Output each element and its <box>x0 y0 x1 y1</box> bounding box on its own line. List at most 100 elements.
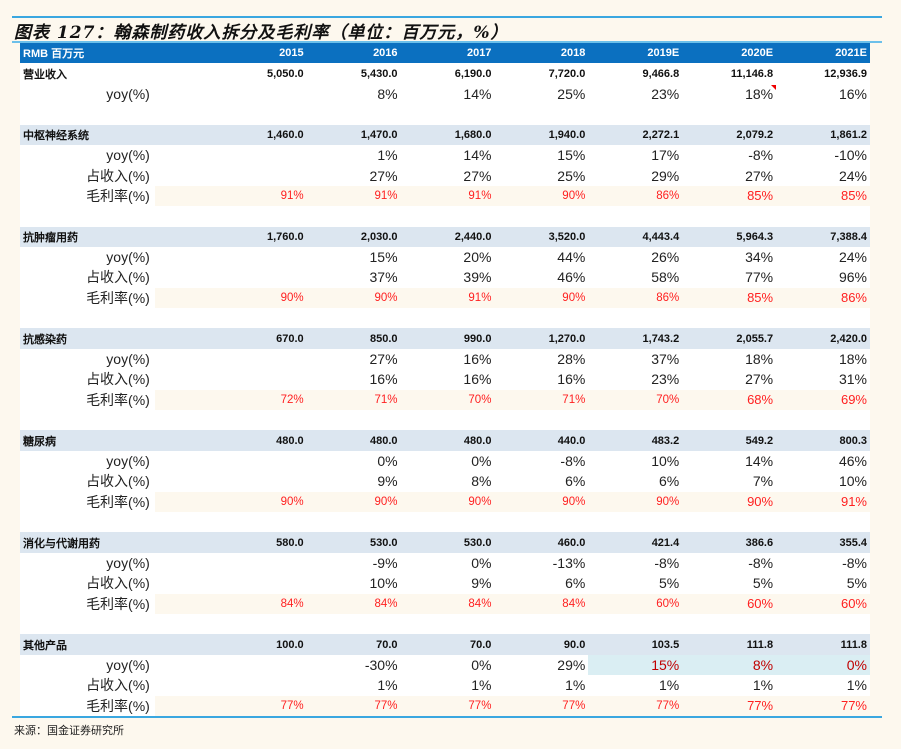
value-cell: 1,470.0 <box>360 128 398 141</box>
value-cell: 14% <box>463 147 492 164</box>
value-cell: 29% <box>557 656 586 673</box>
yoy-row: yoy(%) -30% 0% 29% 15% 8% 0% <box>20 654 870 676</box>
value-cell: 421.4 <box>651 536 680 549</box>
value-cell: 17% <box>651 147 680 164</box>
row-label: yoy(%) <box>106 453 150 469</box>
source-note: 来源：国金证券研究所 <box>14 725 124 737</box>
spacer-row <box>20 206 870 227</box>
row-label: 抗肿瘤用药 <box>23 231 78 244</box>
row-label: 糖尿病 <box>23 435 56 448</box>
value-cell: 800.3 <box>839 434 867 447</box>
row-label: 毛利率(%) <box>86 187 150 204</box>
value-cell: 990.0 <box>463 332 492 345</box>
value-cell: 549.2 <box>745 434 774 447</box>
value-cell: 84% <box>400 593 495 614</box>
value-cell: 27% <box>369 167 398 184</box>
value-cell: 27% <box>745 371 774 388</box>
value-cell <box>155 451 307 471</box>
value-cell: 7,388.4 <box>830 230 867 243</box>
row-label: yoy(%) <box>106 554 150 571</box>
value-cell: 12,936.9 <box>824 67 867 80</box>
value-cell: 6% <box>565 473 586 490</box>
value-cell: 2021E <box>835 47 867 60</box>
segment-row: 消化与代谢用药 580.0 530.0 530.0 460.0 421.4 386.6 355… <box>20 532 870 553</box>
row-label: 抗感染药 <box>23 333 67 346</box>
value-cell: 29% <box>651 167 680 184</box>
value-cell: 18% <box>838 351 867 368</box>
value-cell: 34% <box>745 249 774 266</box>
value-cell: 37% <box>369 269 398 286</box>
value-cell: 1% <box>471 677 492 694</box>
value-cell: 0% <box>377 453 398 469</box>
value-cell: 11,146.8 <box>730 67 774 80</box>
value-cell: 111.8 <box>746 638 774 651</box>
margin-row: 毛利率(%) 77% 77% 77% 77% 77% 77% 77% <box>20 695 870 716</box>
value-cell: 70.0 <box>376 638 398 651</box>
row-label: 毛利率(%) <box>86 697 150 714</box>
spacer-row <box>20 511 870 533</box>
value-cell <box>155 349 307 369</box>
segment-row: 糖尿病 480.0 480.0 480.0 440.0 483.2 549.2 800.3 <box>20 430 870 451</box>
value-cell: 71% <box>306 389 401 411</box>
value-cell: 0% <box>776 654 870 676</box>
value-cell <box>155 573 307 593</box>
row-label: 毛利率(%) <box>86 391 150 408</box>
row-label: 毛利率(%) <box>86 289 150 306</box>
row-label: 毛利率(%) <box>86 493 150 510</box>
row-label: RMB 百万元 <box>23 48 85 61</box>
value-cell: 2,030.0 <box>360 230 398 243</box>
value-cell: 850.0 <box>370 332 398 345</box>
row-label: 营业收入 <box>23 68 67 81</box>
share-row: 占收入(%) 37% 39% 46% 58% 77% 96% <box>20 267 870 288</box>
margin-row: 毛利率(%) 91% 91% 91% 90% 86% 85% 85% <box>20 185 870 207</box>
value-cell: 8% <box>377 85 398 102</box>
value-cell: 2016 <box>373 47 398 60</box>
value-cell: 69% <box>776 389 870 411</box>
value-cell: 23% <box>651 371 680 388</box>
value-cell: 5,050.0 <box>266 67 304 80</box>
value-cell: 96% <box>838 269 867 286</box>
figure-title: 图表 127：翰森制药收入拆分及毛利率（单位：百万元，%） <box>14 23 509 43</box>
value-cell: 90.0 <box>563 638 586 651</box>
value-cell: 670.0 <box>276 332 304 345</box>
yoy-row: yoy(%) -9% 0% -13% -8% -8% -8% <box>20 552 870 574</box>
value-cell: 1% <box>658 677 680 694</box>
segment-row: 抗肿瘤用药 1,760.0 2,030.0 2,440.0 3,520.0 4,443.4… <box>20 226 870 247</box>
value-cell: 460.0 <box>557 536 586 549</box>
row-label: 中枢神经系统 <box>23 129 89 142</box>
value-cell: -8% <box>748 554 774 571</box>
value-cell: 27% <box>369 351 398 368</box>
value-cell: 1% <box>752 677 774 694</box>
segment-row: 中枢神经系统 1,460.0 1,470.0 1,680.0 1,940.0 2,272.… <box>20 124 870 145</box>
value-cell: 10% <box>651 453 680 469</box>
title-rule <box>12 41 882 43</box>
value-cell: 91% <box>776 491 870 512</box>
value-cell <box>155 553 307 573</box>
value-cell: 77% <box>682 695 777 716</box>
total-row: 营业收入 5,050.0 5,430.0 6,190.0 7,720.0 9,466.8 1… <box>20 63 870 84</box>
share-row: 占收入(%) 10% 9% 6% 5% 5% 5% <box>20 573 870 594</box>
value-cell: 77% <box>400 695 495 716</box>
value-cell: 77% <box>306 695 401 716</box>
value-cell: 480.0 <box>370 434 398 447</box>
value-cell: 6% <box>658 473 680 490</box>
value-cell: 480.0 <box>463 434 492 447</box>
value-cell: 5,964.3 <box>736 230 774 243</box>
value-cell: 3,520.0 <box>548 230 586 243</box>
value-cell: 9% <box>471 575 492 592</box>
value-cell: 85% <box>682 287 777 309</box>
value-cell: 14% <box>745 453 774 469</box>
value-cell: -8% <box>842 554 867 571</box>
value-cell: 71% <box>494 389 589 411</box>
value-cell: -8% <box>654 554 680 571</box>
bottom-rule <box>12 716 882 718</box>
value-cell: 27% <box>463 167 492 184</box>
value-cell: -8% <box>748 147 774 164</box>
value-cell: 2,055.7 <box>736 332 774 345</box>
value-cell: -9% <box>372 554 398 571</box>
value-cell: 1,940.0 <box>548 128 586 141</box>
spacer-row <box>20 308 870 329</box>
yoy-row: yoy(%) 0% 0% -8% 10% 14% 46% <box>20 450 870 472</box>
value-cell: 355.4 <box>839 536 867 549</box>
value-cell: 90% <box>154 287 307 309</box>
